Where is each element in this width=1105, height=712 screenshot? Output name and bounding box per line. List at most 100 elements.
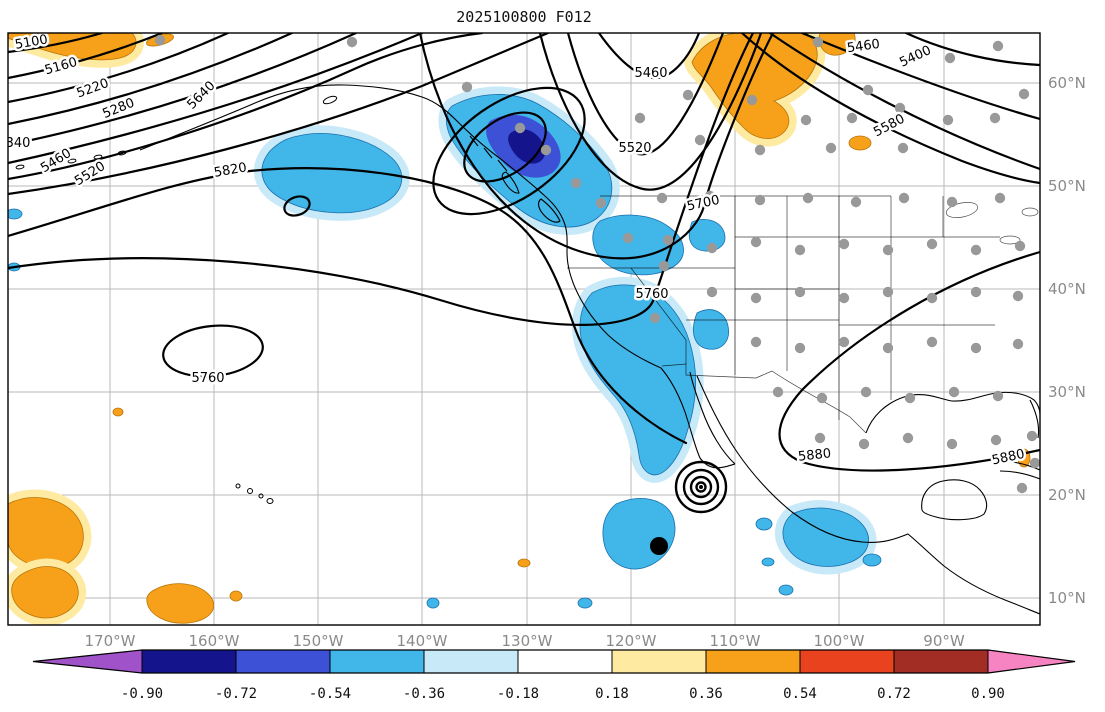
station-dot: [838, 238, 850, 250]
island-outline: [41, 161, 51, 167]
station-dot: [595, 197, 607, 209]
lake-outline: [945, 202, 979, 218]
station-dot: [860, 386, 872, 398]
contour-label: 5880: [797, 446, 831, 464]
height-contour: [8, 33, 484, 181]
colorbar-tick-label: 0.72: [877, 686, 911, 702]
station-dot: [772, 386, 784, 398]
station-dot: [658, 260, 670, 272]
negative-anomaly-region: [261, 133, 403, 214]
positive-anomaly-region: [229, 590, 243, 602]
station-dot: [970, 244, 982, 256]
contour-label: 5820: [213, 160, 248, 181]
positive-anomaly-region: [146, 583, 214, 624]
height-contour-closed: [162, 324, 264, 378]
longitude-label: 150°W: [293, 632, 344, 650]
colorbar-arrow-left: [33, 650, 142, 673]
coastline: [921, 479, 988, 521]
station-dot: [942, 114, 954, 126]
colorbar-arrow-right: [988, 650, 1075, 673]
coastline: [501, 171, 520, 194]
station-dot: [838, 292, 850, 304]
contour-label: 5640: [185, 79, 219, 113]
station-dot: [897, 142, 909, 154]
tropical-cyclone-symbol: [674, 460, 728, 514]
colorbar-segment: [894, 650, 988, 673]
colorbar-tick-label: -0.72: [215, 686, 257, 702]
colorbar-segment: [612, 650, 706, 673]
coastline: [139, 84, 736, 469]
station-dot: [894, 102, 906, 114]
station-dot: [750, 292, 762, 304]
station-dot: [882, 286, 894, 298]
negative-anomaly-region: [755, 517, 773, 531]
lake-outline: [1021, 207, 1039, 217]
station-dot: [989, 112, 1001, 124]
station-dot: [926, 336, 938, 348]
coastline: [865, 391, 1040, 434]
negative-anomaly-region: [778, 584, 794, 596]
colorbar-segment: [518, 650, 612, 673]
station-dot: [662, 234, 674, 246]
contour-label: 5760: [635, 287, 668, 302]
coastline: [689, 371, 736, 465]
colorbar-segment: [142, 650, 236, 673]
station-dot: [754, 144, 766, 156]
station-dot: [794, 342, 806, 354]
positive-anomaly-region: [517, 558, 531, 568]
latitude-label: 50°N: [1048, 177, 1086, 195]
colorbar-tick-label: 0.36: [689, 686, 723, 702]
station-dot: [634, 112, 646, 124]
height-contour-closed: [463, 111, 547, 183]
station-dot: [746, 94, 758, 106]
negative-anomaly-region: [688, 219, 726, 252]
height-contour: [8, 33, 550, 196]
colorbar-segment: [236, 650, 330, 673]
island-outline: [67, 158, 77, 164]
station-dot: [1016, 482, 1028, 494]
island-outline: [258, 493, 264, 499]
negative-anomaly-region: [782, 507, 869, 567]
negative-anomaly-region: [761, 557, 775, 567]
colorbar-tick-label: -0.18: [497, 686, 539, 702]
station-dot: [944, 52, 956, 64]
island-outline: [266, 498, 274, 504]
positive-anomaly-region: [848, 135, 872, 151]
station-dot: [802, 192, 814, 204]
station-dot: [814, 432, 826, 444]
latitude-label: 40°N: [1048, 280, 1086, 298]
station-dot: [858, 438, 870, 450]
station-dot: [154, 34, 166, 46]
longitude-label: 170°W: [85, 632, 136, 650]
tropical-cyclone-symbol: [689, 475, 713, 499]
station-dot: [994, 192, 1006, 204]
station-dot: [1012, 290, 1024, 302]
station-dot: [816, 392, 828, 404]
colorbar-tick-label: 0.54: [783, 686, 817, 702]
height-contour: [597, 33, 701, 80]
station-dot: [948, 386, 960, 398]
coastline: [696, 375, 1040, 615]
colorbar-segment: [330, 650, 424, 673]
height-contour: [904, 33, 1040, 67]
coastline: [995, 460, 1040, 480]
negative-anomaly-region: [577, 597, 593, 609]
station-dot: [800, 114, 812, 126]
coastline: [1029, 399, 1040, 439]
station-dot: [1014, 240, 1026, 252]
figure-title: 2025100800 F012: [456, 8, 591, 26]
longitude-label: 160°W: [189, 632, 240, 650]
negative-anomaly-region: [579, 284, 696, 476]
map-annotations: 170°W 160°W 150°W 140°W 130°W 120°W 110°W 100°W…: [7, 32, 1086, 702]
station-dot: [794, 286, 806, 298]
station-dot: [514, 122, 526, 134]
negative-anomaly-region: [693, 309, 729, 350]
station-dot: [990, 434, 1002, 446]
tropical-cyclone-symbol: [695, 481, 707, 493]
colorbar-segment: [706, 650, 800, 673]
station-dot: [946, 196, 958, 208]
positive-anomaly-region: [112, 407, 124, 417]
station-dot: [926, 238, 938, 250]
